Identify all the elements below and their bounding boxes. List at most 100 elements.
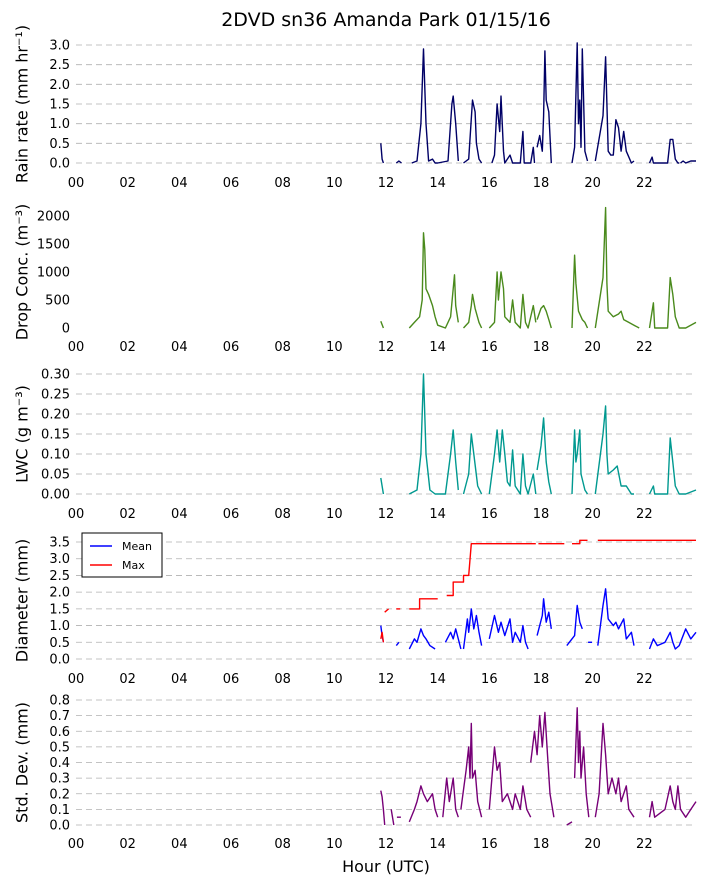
y-tick-label: 2.0 bbox=[49, 78, 70, 93]
x-tick-label: 10 bbox=[326, 340, 343, 355]
y-tick-label: 500 bbox=[45, 294, 70, 309]
y-tick-label: 3.0 bbox=[49, 39, 70, 54]
x-tick-label: 22 bbox=[636, 837, 653, 852]
series-segment bbox=[571, 254, 589, 329]
x-tick-label: 14 bbox=[429, 672, 446, 687]
x-tick-label: 12 bbox=[378, 176, 395, 191]
x-tick-label: 00 bbox=[68, 672, 85, 687]
y-axis-label: Rain rate (mm hr⁻¹) bbox=[13, 25, 32, 183]
x-tick-label: 16 bbox=[481, 672, 498, 687]
series-segment bbox=[594, 722, 635, 818]
x-tick-label: 02 bbox=[119, 672, 136, 687]
x-tick-label: 08 bbox=[274, 340, 291, 355]
series-segment bbox=[566, 821, 573, 826]
y-axis-label: Diameter (mm) bbox=[13, 539, 32, 662]
y-tick-label: 0.20 bbox=[41, 408, 70, 423]
x-tick-label: 08 bbox=[274, 176, 291, 191]
x-tick-label: 18 bbox=[533, 837, 550, 852]
y-tick-label: 0.5 bbox=[49, 740, 70, 755]
x-tick-label: 00 bbox=[68, 176, 85, 191]
x-tick-label: 12 bbox=[378, 507, 395, 522]
series-1 bbox=[380, 206, 697, 329]
series-segment bbox=[411, 48, 459, 164]
x-tick-label: 06 bbox=[223, 340, 240, 355]
x-tick-label: 00 bbox=[68, 340, 85, 355]
series-segment bbox=[536, 50, 552, 164]
y-tick-label: 0.8 bbox=[49, 694, 70, 709]
series-segment bbox=[648, 628, 697, 650]
x-tick-label: 10 bbox=[326, 507, 343, 522]
x-tick-label: 00 bbox=[68, 837, 85, 852]
series-segment bbox=[572, 539, 588, 545]
series-segment bbox=[571, 429, 589, 495]
x-tick-label: 20 bbox=[584, 672, 601, 687]
series-segment bbox=[536, 417, 552, 495]
series-1 bbox=[380, 373, 697, 495]
series-1 bbox=[380, 42, 696, 164]
x-tick-label: 22 bbox=[636, 507, 653, 522]
series-segment bbox=[573, 707, 590, 818]
y-tick-label: 0.2 bbox=[49, 787, 70, 802]
y-tick-label: 0.5 bbox=[49, 137, 70, 152]
x-tick-label: 16 bbox=[481, 340, 498, 355]
y-axis-label: Drop Conc. (m⁻³) bbox=[13, 204, 32, 341]
series-segment bbox=[488, 746, 532, 818]
x-tick-label: 22 bbox=[636, 672, 653, 687]
series-segment bbox=[380, 143, 385, 164]
x-tick-label: 06 bbox=[223, 507, 240, 522]
x-tick-label: 08 bbox=[274, 507, 291, 522]
x-tick-label: 04 bbox=[171, 340, 188, 355]
series-segment bbox=[462, 293, 483, 329]
y-tick-label: 0.05 bbox=[41, 468, 70, 483]
x-tick-label: 12 bbox=[378, 837, 395, 852]
series-segment bbox=[380, 790, 386, 826]
y-tick-label: 2.5 bbox=[49, 58, 70, 73]
x-tick-label: 04 bbox=[171, 176, 188, 191]
y-tick-label: 0 bbox=[62, 322, 70, 337]
series-segment bbox=[648, 785, 697, 818]
series-segment bbox=[571, 42, 589, 164]
series-segment bbox=[594, 405, 634, 495]
series-segment bbox=[380, 321, 385, 329]
x-tick-label: 14 bbox=[429, 507, 446, 522]
series-segment bbox=[408, 628, 436, 650]
series-segment bbox=[408, 373, 459, 495]
y-tick-label: 0.00 bbox=[41, 488, 70, 503]
x-tick-label: 08 bbox=[274, 837, 291, 852]
series-segment bbox=[530, 711, 555, 818]
x-tick-label: 04 bbox=[171, 672, 188, 687]
y-tick-label: 0.0 bbox=[49, 819, 70, 834]
series-segment bbox=[594, 206, 640, 329]
series-segment bbox=[536, 598, 552, 636]
panel-3: 0.00 0.05 0.10 0.15 0.20 0.25 0.30 00 02 04 06 08 10… bbox=[13, 368, 697, 522]
x-tick-label: 02 bbox=[119, 837, 136, 852]
series-segment bbox=[648, 276, 697, 329]
y-tick-label: 1.5 bbox=[49, 602, 70, 617]
x-tick-label: 18 bbox=[533, 507, 550, 522]
series-segment bbox=[395, 641, 400, 647]
x-tick-label: 04 bbox=[171, 837, 188, 852]
series-segment bbox=[390, 809, 395, 826]
series-segment bbox=[384, 608, 390, 613]
y-axis-label: LWC (g m⁻³) bbox=[13, 385, 32, 483]
x-tick-label: 20 bbox=[584, 507, 601, 522]
y-tick-label: 0.25 bbox=[41, 388, 70, 403]
series-max bbox=[380, 539, 696, 643]
y-tick-label: 1.0 bbox=[49, 117, 70, 132]
series-mean bbox=[380, 588, 697, 650]
y-tick-label: 0.5 bbox=[49, 636, 70, 651]
x-tick-label: 10 bbox=[326, 837, 343, 852]
x-tick-label: 12 bbox=[378, 340, 395, 355]
y-tick-label: 2000 bbox=[37, 210, 70, 225]
x-tick-label: 02 bbox=[119, 507, 136, 522]
x-tick-label: 02 bbox=[119, 176, 136, 191]
series-segment bbox=[395, 160, 402, 164]
series-segment bbox=[597, 588, 635, 646]
x-tick-label: 14 bbox=[429, 340, 446, 355]
panel-2: 0 500 1000 1500 2000 00 02 04 06 08 10 12 14 16 18 20 22… bbox=[13, 204, 697, 355]
x-tick-label: 14 bbox=[429, 837, 446, 852]
x-tick-label: 06 bbox=[223, 672, 240, 687]
x-axis-label: Hour (UTC) bbox=[342, 857, 430, 876]
legend: Mean Max bbox=[81, 532, 163, 578]
